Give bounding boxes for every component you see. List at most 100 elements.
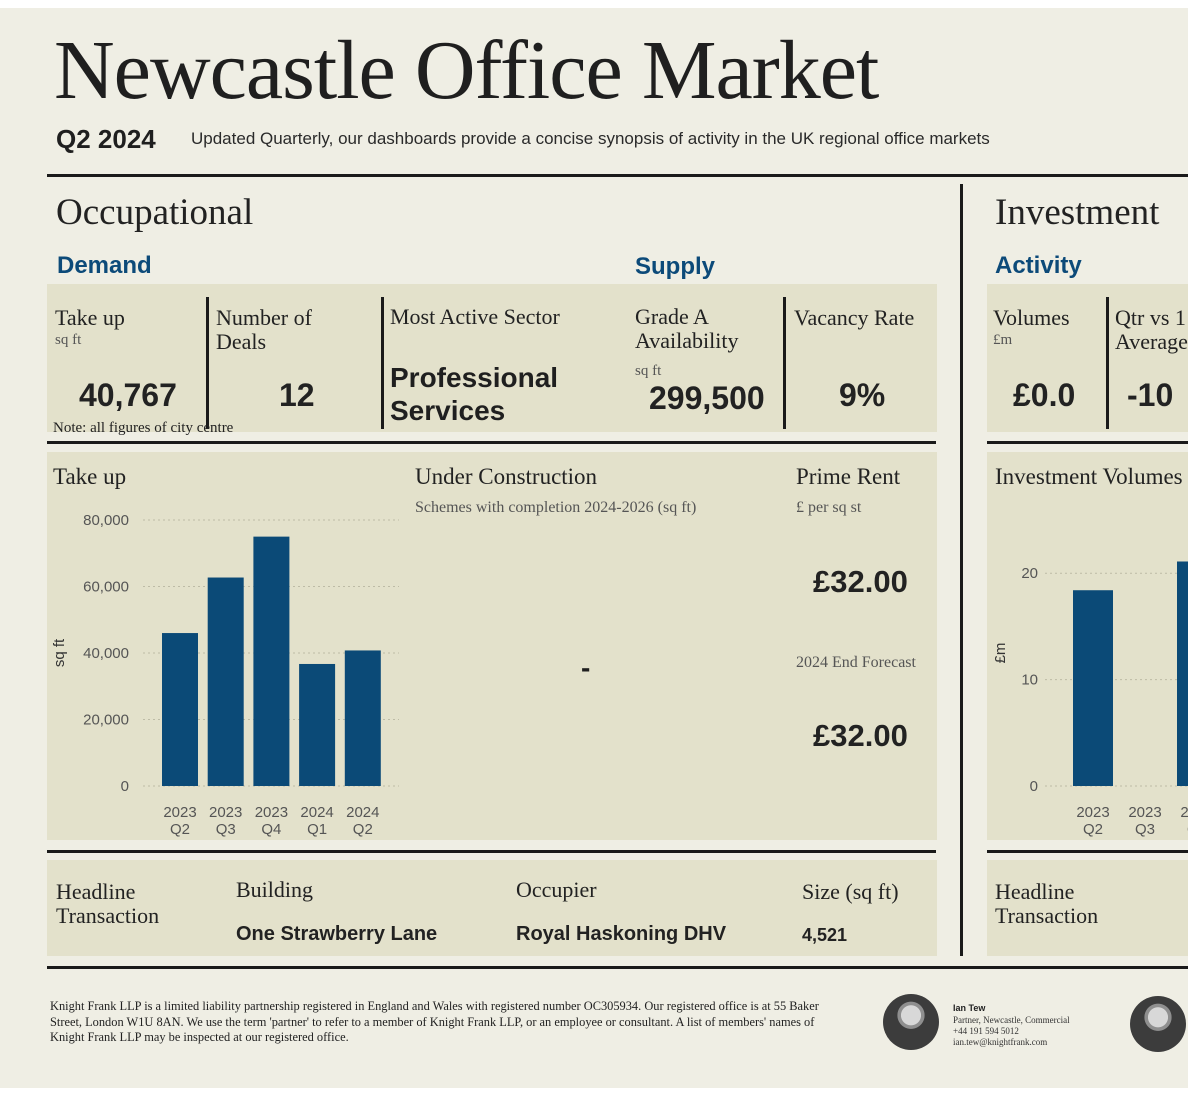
- y-tick-label: 0: [121, 778, 129, 795]
- headline-transaction-panel: Headline Transaction Building One Strawb…: [47, 860, 937, 956]
- grade-a-label-line2: Availability: [635, 328, 739, 353]
- headline-label-line2: Transaction: [56, 903, 160, 928]
- footer-divider: [47, 966, 1188, 969]
- sector-value-line2: Services: [390, 395, 506, 426]
- volumes-label: Volumes: [993, 305, 1070, 330]
- qtr-vs-label-line2: Average: [1115, 329, 1188, 354]
- charts-panel: Take up 0 20,000 40,000 60,000 80,000 sq ft 20…: [47, 452, 937, 840]
- tagline: Updated Quarterly, our dashboards provid…: [191, 129, 990, 148]
- y-tick-label: 80,000: [83, 512, 129, 529]
- x-tick-label: Q3: [1135, 821, 1155, 838]
- x-tick-label: Q4: [1187, 821, 1188, 838]
- under-construction-value: -: [581, 652, 591, 683]
- contact-role: Partner, Newcastle, Commercial: [953, 1015, 1070, 1025]
- x-tick-label: 2023: [1128, 804, 1161, 821]
- bar: [344, 650, 381, 786]
- y-tick-label: 60,000: [83, 579, 129, 596]
- forecast-value: £32.00: [813, 718, 908, 753]
- y-axis-label: sq ft: [51, 638, 68, 667]
- kpi-divider: [1106, 297, 1109, 429]
- under-construction-title: Under Construction: [415, 464, 598, 489]
- y-tick-label: 20: [1021, 565, 1038, 582]
- x-tick-label: 2023: [163, 804, 196, 821]
- demand-heading: Demand: [57, 252, 152, 279]
- kpi-divider: [783, 297, 786, 429]
- occupational-heading: Occupational: [56, 192, 254, 233]
- x-tick-label: Q3: [216, 821, 236, 838]
- bar: [299, 663, 336, 786]
- bar: [1177, 561, 1188, 786]
- prime-rent-unit: £ per sq st: [796, 499, 862, 516]
- qtr-vs-value: -10: [1127, 377, 1174, 413]
- take-up-unit: sq ft: [55, 332, 82, 348]
- qtr-vs-label-line1: Qtr vs 1: [1115, 305, 1186, 330]
- x-tick-label: 2023: [1076, 804, 1109, 821]
- building-label: Building: [236, 877, 314, 902]
- take-up-value: 40,767: [79, 377, 177, 413]
- x-tick-label: Q4: [261, 821, 281, 838]
- y-tick-label: 10: [1021, 672, 1038, 689]
- dashboard-page: Newcastle Office Market Q2 2024 Updated …: [0, 8, 1188, 1088]
- kpi-divider: [381, 297, 384, 429]
- investment-headline-panel: Headline Transaction: [987, 860, 1188, 956]
- contact-avatar-2: [1130, 996, 1186, 1052]
- investment-chart-title: Investment Volumes: [995, 464, 1183, 489]
- deals-value: 12: [279, 377, 315, 413]
- prime-rent-title: Prime Rent: [796, 464, 901, 489]
- bar: [1073, 590, 1113, 786]
- x-tick-label: 2024: [300, 804, 333, 821]
- x-tick-label: Q2: [1083, 821, 1103, 838]
- investment-headline-label-line1: Headline: [995, 879, 1075, 904]
- deals-label-line2: Deals: [216, 329, 267, 354]
- grade-a-value: 299,500: [649, 380, 765, 416]
- x-tick-label: 2023: [1180, 804, 1188, 821]
- x-tick-label: 2023: [209, 804, 242, 821]
- header-divider: [47, 174, 1188, 177]
- volumes-unit: £m: [993, 332, 1013, 348]
- investment-heading: Investment: [995, 192, 1160, 233]
- investment-chart-panel: Investment Volumes 01020£m2023Q22023Q320…: [987, 452, 1188, 840]
- investment-chart-divider: [987, 850, 1188, 853]
- under-construction-subtitle: Schemes with completion 2024-2026 (sq ft…: [415, 499, 697, 516]
- x-tick-label: Q2: [170, 821, 190, 838]
- size-label: Size (sq ft): [802, 879, 899, 904]
- x-tick-label: Q1: [307, 821, 327, 838]
- x-tick-label: 2024: [346, 804, 379, 821]
- kpi-bottom-divider: [47, 441, 936, 444]
- occupier-value: Royal Haskoning DHV: [516, 923, 727, 945]
- quarter-label: Q2 2024: [56, 124, 156, 154]
- contact-email: ian.tew@knightfrank.com: [953, 1037, 1048, 1047]
- size-value: 4,521: [802, 925, 848, 945]
- contact-name: Ian Tew: [953, 1003, 986, 1013]
- x-tick-label: Q2: [353, 821, 373, 838]
- forecast-label: 2024 End Forecast: [796, 654, 916, 671]
- headline-label-line1: Headline: [56, 879, 136, 904]
- sector-label: Most Active Sector: [390, 304, 560, 329]
- vacancy-value: 9%: [839, 377, 886, 413]
- vacancy-label: Vacancy Rate: [794, 305, 915, 330]
- kpi-divider: [206, 297, 209, 429]
- x-tick-label: 2023: [255, 804, 288, 821]
- grade-a-unit: sq ft: [635, 363, 662, 379]
- supply-heading: Supply: [635, 253, 716, 280]
- prime-rent-value: £32.00: [813, 564, 908, 599]
- y-tick-label: 20,000: [83, 712, 129, 729]
- bar: [207, 577, 244, 786]
- grade-a-label-line1: Grade A: [635, 304, 709, 329]
- occupier-label: Occupier: [516, 877, 597, 902]
- bar: [253, 536, 290, 786]
- y-tick-label: 40,000: [83, 645, 129, 662]
- page-title: Newcastle Office Market: [54, 24, 879, 117]
- take-up-chart-title: Take up: [53, 464, 127, 489]
- figures-note: Note: all figures of city centre: [53, 420, 234, 436]
- contact-phone: +44 191 594 5012: [953, 1026, 1019, 1036]
- investment-headline-label-line2: Transaction: [995, 903, 1099, 928]
- activity-heading: Activity: [995, 252, 1082, 279]
- volumes-value: £0.0: [1013, 377, 1076, 413]
- investment-kpi-divider: [987, 441, 1188, 444]
- charts-bottom-divider: [47, 850, 936, 853]
- bar: [162, 633, 198, 786]
- investment-kpi-panel: Volumes £m £0.0 Qtr vs 1 Average -10: [987, 284, 1188, 432]
- y-axis-label: £m: [992, 643, 1009, 664]
